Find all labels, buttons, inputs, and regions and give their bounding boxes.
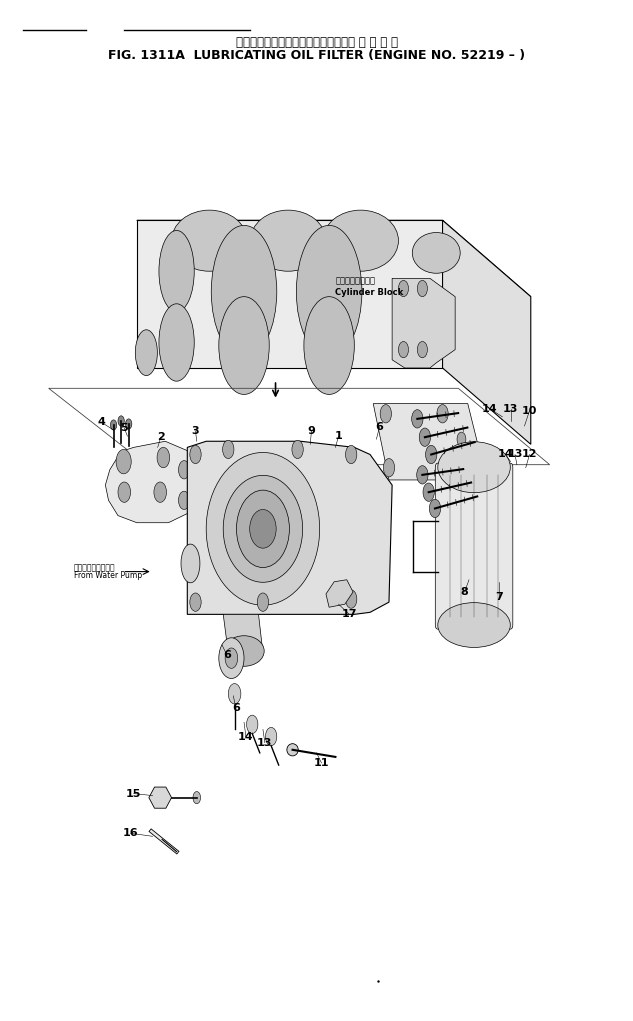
Text: 6: 6 xyxy=(223,650,231,661)
Circle shape xyxy=(116,449,131,474)
Polygon shape xyxy=(149,787,172,809)
Text: シリンダブロック: シリンダブロック xyxy=(335,276,375,285)
Circle shape xyxy=(398,341,408,357)
Ellipse shape xyxy=(172,210,247,272)
Text: Cylinder Block: Cylinder Block xyxy=(335,288,404,297)
Ellipse shape xyxy=(296,226,362,357)
Circle shape xyxy=(157,447,170,468)
Polygon shape xyxy=(137,221,442,368)
Circle shape xyxy=(219,638,244,679)
Ellipse shape xyxy=(159,304,194,381)
Text: 14: 14 xyxy=(238,731,254,741)
Polygon shape xyxy=(105,441,198,523)
Ellipse shape xyxy=(237,490,289,568)
Circle shape xyxy=(118,482,130,502)
Circle shape xyxy=(225,648,238,669)
Text: 16: 16 xyxy=(123,828,139,838)
Polygon shape xyxy=(137,221,531,297)
Text: 12: 12 xyxy=(522,449,537,459)
Text: FIG. 1311A  LUBRICATING OIL FILTER (ENGINE NO. 52219 – ): FIG. 1311A LUBRICATING OIL FILTER (ENGIN… xyxy=(108,49,525,62)
Ellipse shape xyxy=(223,476,303,582)
Circle shape xyxy=(125,419,132,429)
Text: 3: 3 xyxy=(192,426,199,436)
Circle shape xyxy=(417,341,427,357)
Circle shape xyxy=(223,440,234,458)
Circle shape xyxy=(417,466,428,484)
Polygon shape xyxy=(442,221,531,444)
Polygon shape xyxy=(223,615,263,653)
Text: 13: 13 xyxy=(507,449,523,459)
Text: 5: 5 xyxy=(120,423,128,433)
Circle shape xyxy=(118,416,124,426)
Ellipse shape xyxy=(206,452,320,605)
Text: 14: 14 xyxy=(498,449,513,459)
Circle shape xyxy=(384,458,394,477)
Circle shape xyxy=(246,715,258,733)
Circle shape xyxy=(425,445,437,464)
Circle shape xyxy=(437,404,448,423)
Text: 4: 4 xyxy=(97,417,105,427)
Circle shape xyxy=(440,458,451,477)
Text: 8: 8 xyxy=(461,587,468,597)
Circle shape xyxy=(470,447,479,461)
Text: 13: 13 xyxy=(503,403,518,414)
Text: 11: 11 xyxy=(314,758,329,768)
Circle shape xyxy=(179,491,190,509)
Polygon shape xyxy=(392,279,455,368)
Ellipse shape xyxy=(211,226,277,357)
Circle shape xyxy=(257,593,268,612)
Ellipse shape xyxy=(304,297,354,394)
Polygon shape xyxy=(326,580,353,607)
Circle shape xyxy=(346,445,357,464)
Circle shape xyxy=(346,590,357,609)
Ellipse shape xyxy=(159,231,194,312)
Circle shape xyxy=(229,684,241,703)
Circle shape xyxy=(419,428,430,446)
Text: 1: 1 xyxy=(335,431,342,441)
Circle shape xyxy=(179,460,190,479)
Ellipse shape xyxy=(181,544,200,583)
Circle shape xyxy=(154,482,166,502)
Circle shape xyxy=(398,281,408,297)
Text: From Water Pump: From Water Pump xyxy=(74,571,142,580)
Text: 13: 13 xyxy=(257,737,273,747)
Circle shape xyxy=(292,440,303,458)
Ellipse shape xyxy=(224,636,264,667)
Ellipse shape xyxy=(438,442,510,493)
Circle shape xyxy=(417,281,427,297)
Ellipse shape xyxy=(135,330,158,376)
Polygon shape xyxy=(373,403,487,480)
Ellipse shape xyxy=(287,743,298,756)
Circle shape xyxy=(190,593,201,612)
Text: 15: 15 xyxy=(126,788,141,798)
Ellipse shape xyxy=(249,509,276,548)
Circle shape xyxy=(380,404,391,423)
Text: 17: 17 xyxy=(342,610,357,620)
Circle shape xyxy=(110,420,116,430)
Circle shape xyxy=(193,791,201,804)
Text: 10: 10 xyxy=(522,405,537,416)
Circle shape xyxy=(423,483,434,501)
Circle shape xyxy=(190,445,201,464)
Circle shape xyxy=(265,727,277,745)
Circle shape xyxy=(457,432,466,446)
Text: ルーブリケーティングオイルフィルタ 適 用 号 機: ルーブリケーティングオイルフィルタ 適 用 号 機 xyxy=(235,36,398,49)
Text: 2: 2 xyxy=(157,432,165,442)
Text: 9: 9 xyxy=(308,426,315,436)
Ellipse shape xyxy=(438,602,510,647)
Ellipse shape xyxy=(219,297,269,394)
Circle shape xyxy=(411,409,423,428)
Polygon shape xyxy=(187,441,392,615)
FancyBboxPatch shape xyxy=(436,464,513,629)
Text: 6: 6 xyxy=(232,703,240,713)
Text: 6: 6 xyxy=(375,422,384,432)
Text: 14: 14 xyxy=(482,403,498,414)
Ellipse shape xyxy=(323,210,398,272)
Text: 7: 7 xyxy=(496,592,503,602)
Circle shape xyxy=(429,499,441,518)
Text: ウォータポンプから: ウォータポンプから xyxy=(74,563,115,572)
Ellipse shape xyxy=(412,233,460,274)
Ellipse shape xyxy=(250,210,326,272)
